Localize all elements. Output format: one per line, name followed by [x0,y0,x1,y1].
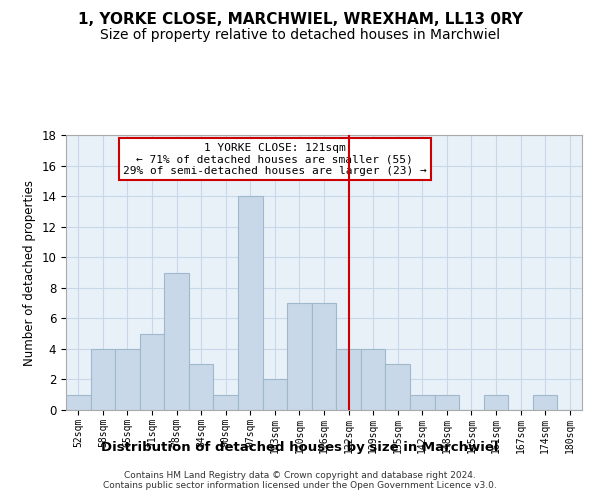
Bar [533,394,557,410]
Bar [189,364,214,410]
Bar [238,196,263,410]
Text: Distribution of detached houses by size in Marchwiel: Distribution of detached houses by size … [101,441,499,454]
Bar [91,349,115,410]
Text: Contains HM Land Registry data © Crown copyright and database right 2024.
Contai: Contains HM Land Registry data © Crown c… [103,470,497,490]
Bar [434,394,459,410]
Bar [336,349,361,410]
Bar [385,364,410,410]
Text: 1 YORKE CLOSE: 121sqm
← 71% of detached houses are smaller (55)
29% of semi-deta: 1 YORKE CLOSE: 121sqm ← 71% of detached … [123,142,427,176]
Text: Size of property relative to detached houses in Marchwiel: Size of property relative to detached ho… [100,28,500,42]
Bar [214,394,238,410]
Text: 1, YORKE CLOSE, MARCHWIEL, WREXHAM, LL13 0RY: 1, YORKE CLOSE, MARCHWIEL, WREXHAM, LL13… [77,12,523,28]
Bar [312,303,336,410]
Bar [410,394,434,410]
Bar [66,394,91,410]
Bar [287,303,312,410]
Y-axis label: Number of detached properties: Number of detached properties [23,180,36,366]
Bar [115,349,140,410]
Bar [140,334,164,410]
Bar [263,380,287,410]
Bar [164,272,189,410]
Bar [484,394,508,410]
Bar [361,349,385,410]
